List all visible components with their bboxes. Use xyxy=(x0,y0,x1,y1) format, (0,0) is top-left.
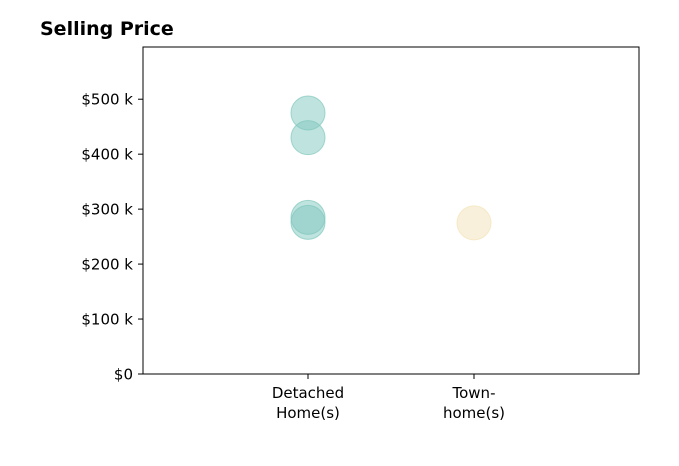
y-tick-label: $0 xyxy=(114,366,133,384)
y-tick-label: $300 k xyxy=(81,201,133,219)
data-point xyxy=(456,205,492,241)
chart-title: Selling Price xyxy=(40,18,174,40)
x-tick-label: Detached Home(s) xyxy=(272,384,344,422)
data-points xyxy=(290,95,492,241)
y-tick-label: $500 k xyxy=(81,91,133,109)
data-point xyxy=(290,204,326,240)
y-tick-label: $100 k xyxy=(81,311,133,329)
x-tick-label: Town-home(s) xyxy=(443,384,505,422)
data-point xyxy=(290,120,326,156)
y-tick-label: $400 k xyxy=(81,146,133,164)
y-axis: $0 $100 k $200 k $300 k $400 k $500 k xyxy=(81,91,143,384)
y-tick-label: $200 k xyxy=(81,256,133,274)
plot-frame xyxy=(142,46,640,375)
x-axis: Detached Home(s) Town-home(s) xyxy=(272,374,505,422)
